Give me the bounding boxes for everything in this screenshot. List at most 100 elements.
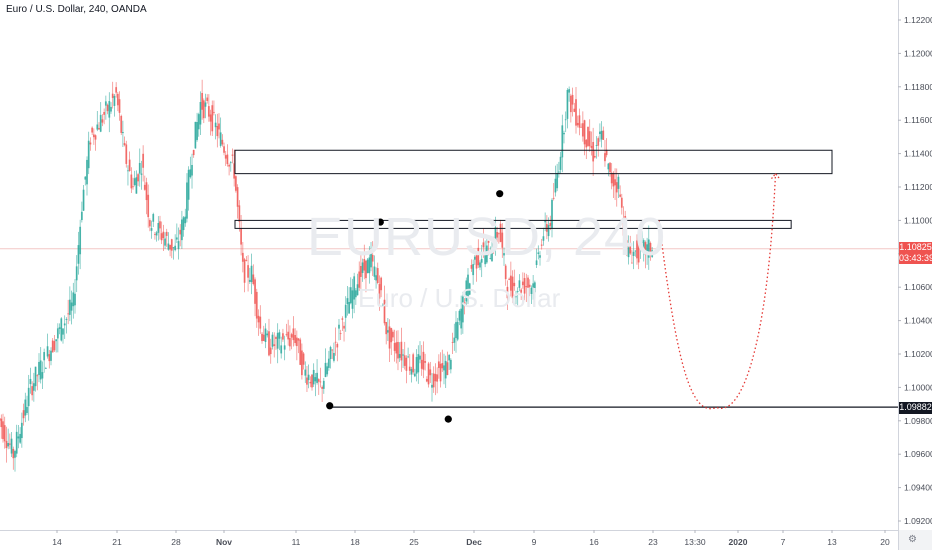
candle-body — [389, 326, 391, 348]
candle-body — [256, 292, 258, 319]
candle-body — [345, 305, 347, 318]
high-marker — [496, 190, 503, 197]
candle-body — [580, 127, 582, 128]
candle-body — [277, 333, 279, 349]
candle-body — [321, 387, 323, 389]
candle-body — [55, 339, 57, 341]
candle-body — [74, 294, 76, 306]
candle-body — [304, 370, 306, 376]
time-axis-label: 21 — [112, 537, 122, 547]
candle-body — [447, 362, 449, 375]
time-axis-label: 20 — [880, 537, 890, 547]
candle-body — [23, 410, 25, 418]
candle-body — [168, 244, 170, 250]
candle-body — [186, 182, 188, 218]
candle-body — [251, 266, 253, 282]
candle-body — [47, 346, 49, 356]
candle-body — [203, 100, 205, 118]
candle-body — [440, 364, 442, 382]
candle-body — [407, 356, 409, 357]
candle-body — [282, 333, 284, 339]
price-axis-label: 1.12200 — [904, 15, 932, 25]
candle-body — [612, 173, 614, 186]
gear-icon[interactable]: ⚙ — [908, 534, 917, 545]
candle-body — [252, 275, 254, 285]
candle-body — [16, 432, 18, 454]
candle-body — [183, 217, 185, 230]
candle-body — [216, 126, 218, 136]
candle-body — [299, 340, 301, 365]
candle-body — [348, 302, 350, 314]
candle-body — [171, 239, 173, 250]
candle-body — [331, 350, 333, 351]
candle-body — [618, 177, 620, 189]
candle-body — [428, 363, 430, 384]
candle-body — [318, 379, 320, 382]
candle-body — [611, 173, 613, 184]
candle-body — [67, 313, 69, 314]
candle-body — [191, 165, 193, 176]
candle-body — [599, 132, 601, 134]
candle-body — [296, 338, 298, 347]
candle-body — [292, 328, 294, 340]
candle-body — [135, 177, 137, 193]
candle-body — [213, 112, 215, 113]
candle-body — [560, 157, 562, 170]
time-axis-label: 18 — [350, 537, 360, 547]
candle-body — [575, 99, 577, 125]
candle-body — [619, 195, 621, 197]
candle-body — [54, 341, 56, 350]
candle-body — [353, 276, 355, 299]
candle-body — [130, 175, 132, 189]
candle-body — [79, 227, 81, 254]
candle-body — [200, 102, 202, 125]
candle-body — [325, 363, 327, 377]
candle-body — [26, 407, 28, 413]
candle-body — [272, 335, 274, 347]
candle-body — [443, 365, 445, 370]
candle-body — [181, 219, 183, 240]
candle-body — [607, 164, 609, 170]
chart-title[interactable]: Euro / U.S. Dollar, 240, OANDA — [6, 4, 147, 15]
price-axis-label: 1.11000 — [904, 215, 932, 225]
candle-body — [62, 329, 64, 335]
candle-body — [280, 345, 282, 353]
candle-body — [19, 434, 21, 443]
price-axis-label: 1.11800 — [904, 82, 932, 92]
candle-body — [88, 141, 90, 168]
candle-body — [273, 344, 275, 346]
candle-body — [6, 441, 8, 448]
candle-body — [594, 156, 596, 157]
candle-body — [4, 425, 6, 441]
candle-body — [110, 107, 112, 112]
candle-body — [45, 368, 47, 369]
watermark-symbol: EURUSD, 240 — [307, 206, 666, 268]
candle-body — [597, 138, 599, 146]
candle-body — [609, 163, 611, 172]
time-axis-label: 11 — [292, 537, 301, 547]
candle-body — [66, 319, 68, 320]
candle-body — [205, 102, 207, 106]
candle-body — [120, 116, 122, 133]
candle-body — [556, 173, 558, 188]
candle-body — [584, 120, 586, 144]
candle-body — [11, 439, 13, 454]
candle-body — [270, 348, 272, 355]
candle-body — [2, 421, 4, 439]
candle-body — [565, 119, 567, 120]
candle-body — [298, 339, 300, 341]
candle-body — [258, 316, 260, 323]
candle-body — [616, 182, 618, 192]
support-price-label: 1.09882 — [899, 402, 932, 413]
candle-body — [289, 338, 291, 346]
candle-body — [196, 122, 198, 140]
candle-body — [387, 330, 389, 332]
candle-body — [60, 318, 62, 340]
watermark-description: Euro / U.S. Dollar — [358, 283, 560, 314]
candle-body — [284, 345, 286, 349]
candle-body — [103, 112, 105, 115]
candle-body — [201, 93, 203, 110]
candle-body — [193, 150, 195, 155]
